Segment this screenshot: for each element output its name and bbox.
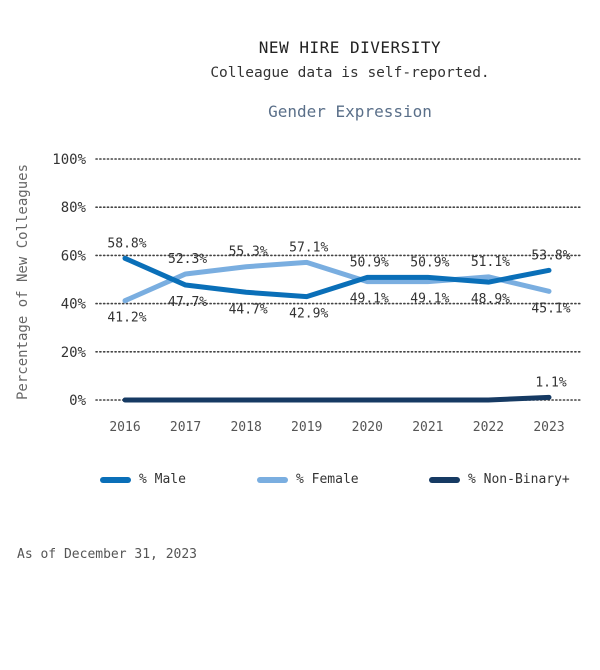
series-line-female [122,259,552,304]
data-label-female: 51.1% [471,255,510,270]
chart-subtitle: Colleague data is self-reported. [210,65,490,81]
x-tick-label: 2020 [352,420,383,435]
data-label-female: 41.2% [107,311,146,326]
x-tick-label: 2023 [533,420,564,435]
series-line-nonbinary [122,394,552,403]
data-label-female: 49.1% [350,292,389,307]
data-label-female: 45.1% [531,301,570,316]
legend-label-female: % Female [296,472,359,487]
y-axis-label: Percentage of New Colleagues [15,164,31,400]
y-tick-label: 20% [61,345,87,361]
series-lines [122,255,552,403]
line-chart: 0%20%40%60%80%100% 2016 2017 2018 2019 2020 2… [15,152,581,435]
data-label-male: 42.9% [289,307,328,322]
y-tick-label: 0% [69,393,86,409]
data-label-male: 48.9% [471,292,510,307]
legend-label-male: % Male [139,472,186,487]
legend-swatch-female [257,476,288,483]
data-label-male: 58.8% [107,236,146,251]
series-line-male [122,255,552,300]
chart-title: NEW HIRE DIVERSITY [258,38,442,57]
data-labels: 41.2% 52.3% 55.3% 57.1% 49.1% 49.1% 51.1% 45.1%… [107,236,570,390]
legend-swatch-male [100,476,131,483]
x-tick-label: 2021 [412,420,443,435]
legend-swatch-nonbinary [429,476,460,483]
x-tick-label: 2022 [473,420,504,435]
x-tick-label: 2019 [291,420,322,435]
y-tick-label: 60% [61,248,87,264]
y-tick-label: 100% [52,152,86,168]
section-title: Gender Expression [268,102,432,121]
legend: % Male % Female % Non-Binary+ [100,472,590,492]
data-label-female: 55.3% [229,245,268,260]
legend-item-nonbinary: % Non-Binary+ [429,472,570,487]
data-label-female: 57.1% [289,240,328,255]
y-tick-label: 80% [61,200,87,216]
data-label-male: 53.8% [531,248,570,263]
x-tick-label: 2016 [109,420,140,435]
y-axis-ticks: 0% 20% 40% 60% 80% 100% [52,152,86,409]
data-label-female: 49.1% [410,292,449,307]
legend-label-nonbinary: % Non-Binary+ [468,472,570,487]
data-label-male: 47.7% [168,295,207,310]
y-tick-label: 40% [61,297,87,313]
legend-item-female: % Female [257,472,359,487]
data-label-female: 52.3% [168,252,207,267]
data-label-nonbinary: 1.1% [535,375,566,390]
x-tick-label: 2018 [230,420,261,435]
data-label-male: 50.9% [410,255,449,270]
data-label-male: 44.7% [229,302,268,317]
legend-item-male: % Male [100,472,186,487]
data-label-male: 50.9% [350,255,389,270]
x-tick-label: 2017 [170,420,201,435]
x-axis-ticks: 2016 2017 2018 2019 2020 2021 2022 2023 [109,420,564,435]
footnote: As of December 31, 2023 [17,547,198,562]
